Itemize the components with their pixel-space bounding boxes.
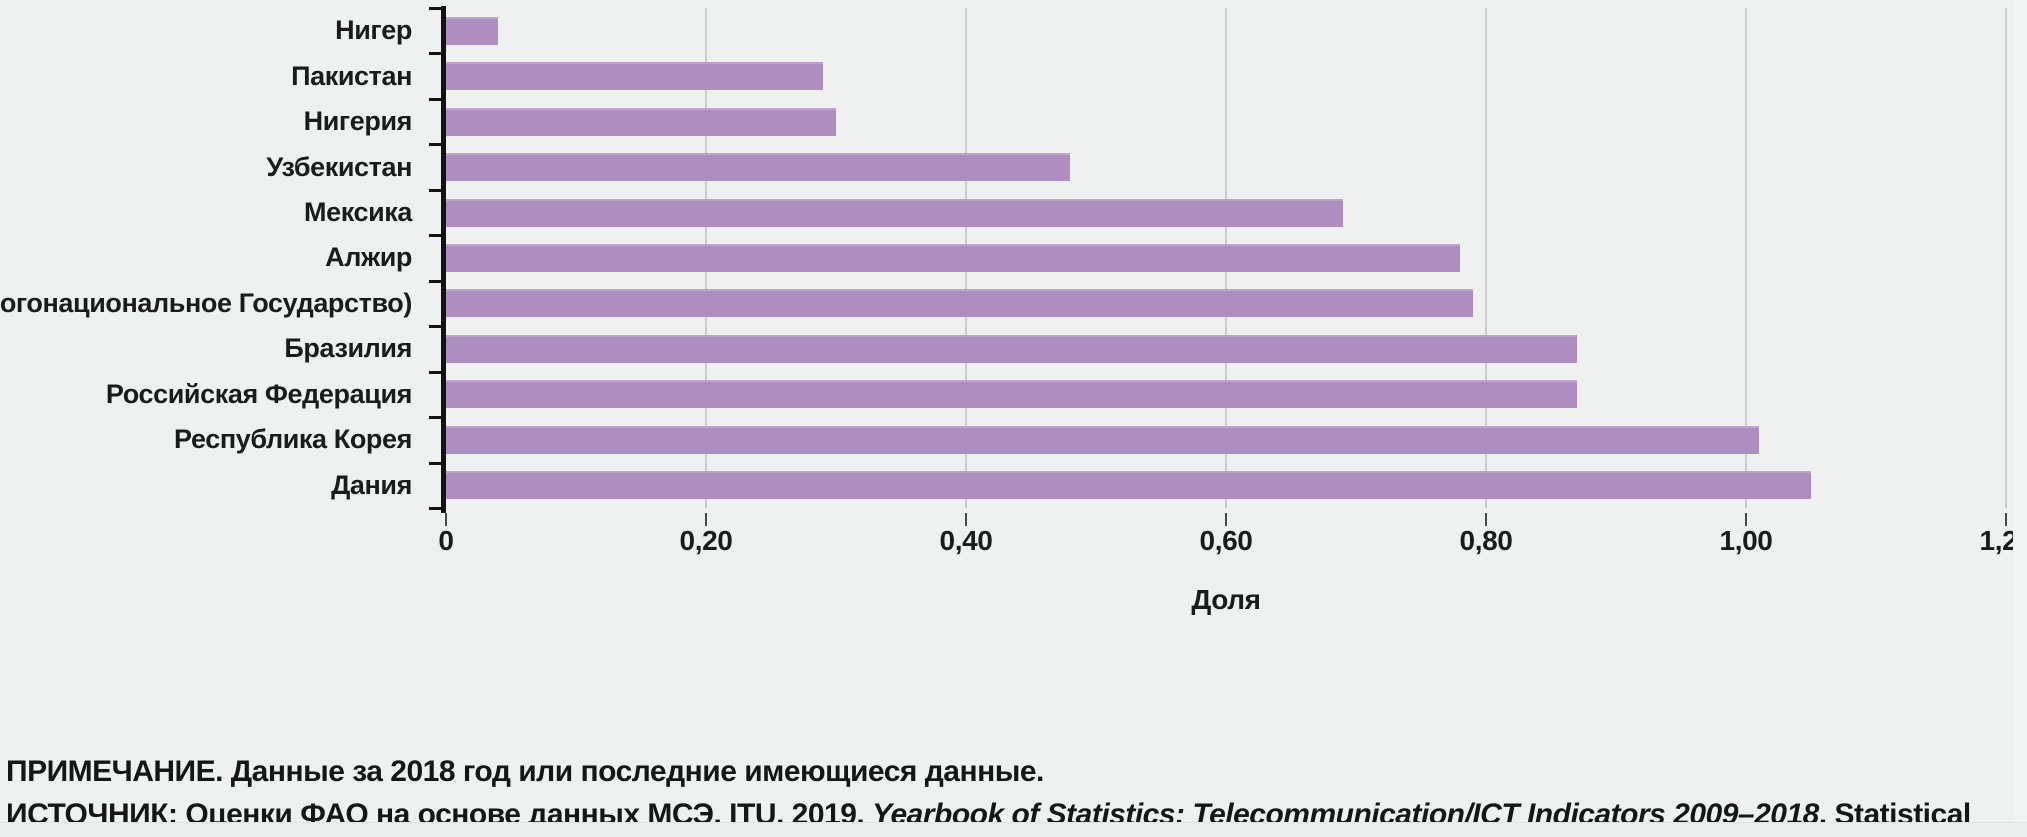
x-axis-tick: [705, 513, 707, 526]
y-axis-tick: [429, 188, 442, 192]
bar: [446, 471, 1811, 500]
bar: [446, 153, 1070, 182]
category-label: Российская Федерация: [105, 378, 413, 409]
x-axis-tick: [965, 513, 967, 526]
x-axis-tick-label: 0,20: [679, 525, 733, 556]
y-axis-tick: [429, 325, 442, 329]
bar-row: [446, 53, 2006, 98]
bar: [446, 380, 1577, 409]
y-axis-line: [441, 6, 446, 513]
bar-row: [446, 463, 2006, 508]
y-axis-tick: [429, 97, 442, 101]
x-axis-title: Доля: [1191, 584, 1261, 615]
bar: [446, 62, 823, 91]
bar-row: [446, 235, 2006, 280]
note-line: ПРИМЕЧАНИЕ. Данные за 2018 год или после…: [6, 755, 1044, 788]
y-axis-tick: [429, 416, 442, 420]
bar-row: [446, 190, 2006, 235]
bar-row: [446, 326, 2006, 371]
bar: [446, 198, 1343, 227]
x-axis-tick: [1745, 513, 1747, 526]
bar: [446, 425, 1759, 454]
category-label: Нигерия: [303, 106, 413, 137]
y-axis-tick: [429, 279, 442, 283]
category-label: Боливия (Многонациональное Государство): [0, 287, 412, 318]
x-axis-tick-label: 0,80: [1459, 525, 1513, 556]
category-label: Нигер: [335, 15, 412, 46]
bar: [446, 16, 498, 45]
y-axis-tick: [429, 52, 442, 56]
bar-row: [446, 99, 2006, 144]
bar-row: [446, 281, 2006, 326]
bar-row: [446, 372, 2006, 417]
x-axis-tick-label: 0,40: [939, 525, 993, 556]
category-label: Мексика: [303, 197, 412, 228]
y-axis-tick: [429, 7, 442, 10]
category-label: Узбекистан: [266, 151, 412, 182]
category-label: Республика Корея: [174, 424, 412, 455]
bar-row: [446, 417, 2006, 462]
y-axis-tick: [429, 370, 442, 374]
bar-row: [446, 8, 2006, 53]
x-axis-tick: [1485, 513, 1487, 526]
x-axis-tick-label: 0,60: [1199, 525, 1253, 556]
category-labels: Нигер Пакистан Нигерия Узбекистан Мексика Алж…: [0, 8, 428, 508]
bar-row: [446, 144, 2006, 189]
plot-area: [446, 8, 2007, 508]
x-axis-tick-label: 0: [438, 525, 454, 556]
gridline: [1484, 8, 1487, 508]
y-axis-tick: [429, 507, 442, 510]
page-edge-bottom: [0, 822, 2027, 837]
bar: [446, 289, 1473, 318]
y-axis-tick: [429, 234, 442, 238]
bar: [446, 243, 1460, 272]
x-axis-tick: [2005, 513, 2007, 526]
x-axis-tick: [1225, 513, 1227, 526]
category-label: Пакистан: [291, 60, 412, 91]
category-label: Дания: [331, 469, 412, 500]
bar: [446, 107, 836, 136]
gridline: [2005, 8, 2007, 508]
x-axis-tick: [445, 513, 447, 526]
page-edge-right: [2013, 0, 2027, 837]
bar-rows: [446, 8, 2006, 508]
y-axis-tick: [429, 461, 442, 465]
bar: [446, 334, 1577, 363]
category-label: Бразилия: [284, 333, 412, 364]
x-axis-tick-label: 1,00: [1719, 525, 1773, 556]
y-axis-tick: [429, 143, 442, 147]
category-label: Алжир: [325, 242, 412, 273]
gridline: [1745, 8, 1747, 508]
